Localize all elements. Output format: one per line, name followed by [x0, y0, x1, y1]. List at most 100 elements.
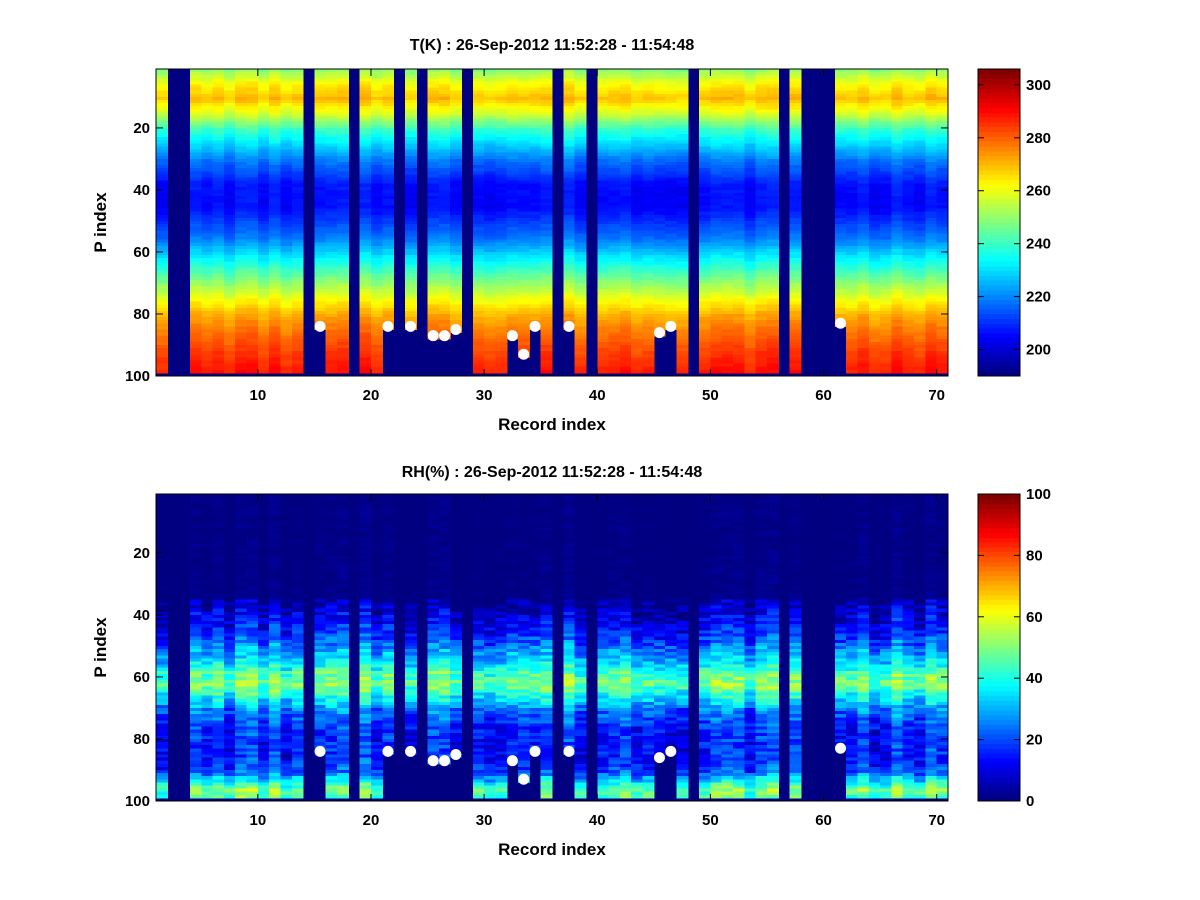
heatmap-cell	[563, 292, 576, 296]
heatmap-cell	[540, 162, 553, 166]
heatmap-cell	[642, 233, 655, 238]
heatmap-cell	[631, 152, 644, 157]
heatmap-cell	[212, 131, 225, 135]
heatmap-cell	[721, 279, 734, 284]
heatmap-cell	[834, 205, 847, 210]
heatmap-cell	[484, 357, 497, 362]
heatmap-cell	[484, 208, 497, 213]
heatmap-cell	[608, 264, 621, 269]
heatmap-cell	[382, 103, 395, 107]
heatmap-cell	[189, 348, 202, 352]
heatmap-cell	[846, 152, 859, 157]
heatmap-cell	[291, 329, 304, 334]
heatmap-cell	[868, 264, 881, 269]
heatmap-cell	[189, 310, 202, 315]
heatmap-cell	[484, 146, 497, 151]
heatmap-cell	[257, 310, 270, 315]
heatmap-cell	[608, 189, 621, 194]
heatmap-cell	[891, 267, 904, 272]
heatmap-cell	[427, 96, 440, 101]
heatmap-cell	[280, 338, 293, 343]
heatmap-cell	[257, 137, 270, 141]
heatmap-cell	[563, 310, 576, 315]
heatmap-cell	[495, 115, 508, 120]
heatmap-cell	[766, 220, 779, 225]
heatmap-cell	[450, 72, 463, 76]
heatmap-cell	[201, 87, 214, 92]
heatmap-cell	[314, 131, 327, 135]
heatmap-cell	[676, 140, 689, 145]
heatmap-cell	[676, 152, 689, 157]
heatmap-cell	[789, 189, 802, 194]
heatmap-cell	[744, 360, 757, 365]
heatmap-cell	[540, 199, 553, 203]
heatmap-cell	[574, 180, 587, 185]
heatmap-cell	[156, 127, 168, 132]
heatmap-cell	[755, 72, 768, 76]
heatmap-cell	[846, 168, 859, 172]
heatmap-cell	[880, 295, 893, 300]
heatmap-cell	[891, 286, 904, 290]
heatmap-cell	[450, 174, 463, 179]
heatmap-cell	[676, 193, 689, 197]
heatmap-cell	[744, 255, 757, 259]
heatmap-cell	[223, 230, 236, 234]
heatmap-cell	[642, 369, 655, 374]
heatmap-cell	[540, 93, 553, 98]
heatmap-cell	[189, 286, 202, 290]
heatmap-cell	[789, 137, 802, 141]
heatmap-cell	[619, 140, 632, 145]
heatmap-cell	[325, 292, 338, 296]
heatmap-cell	[540, 78, 553, 82]
heatmap-cell	[518, 193, 530, 197]
heatmap-cell	[382, 261, 395, 265]
heatmap-cell	[868, 75, 881, 79]
heatmap-cell	[744, 357, 757, 362]
heatmap-cell	[744, 344, 757, 349]
heatmap-cell	[631, 106, 644, 110]
heatmap-cell	[902, 115, 915, 120]
heatmap-cell	[789, 118, 802, 123]
heatmap-cell	[540, 220, 553, 225]
heatmap-cell	[699, 81, 711, 86]
heatmap-cell	[484, 326, 497, 331]
heatmap-cell	[891, 84, 904, 89]
heatmap-cell	[755, 326, 768, 331]
heatmap-cell	[880, 279, 893, 284]
heatmap-cell	[834, 177, 847, 182]
heatmap-cell	[676, 310, 689, 315]
heatmap-cell	[314, 211, 327, 216]
heatmap-cell	[427, 143, 440, 148]
heatmap-cell	[484, 255, 497, 259]
heatmap-cell	[574, 369, 587, 374]
heatmap-cell	[280, 217, 293, 222]
heatmap-cell	[472, 338, 485, 343]
heatmap-cell	[653, 103, 666, 107]
heatmap-cell	[789, 174, 802, 179]
heatmap-cell	[653, 304, 666, 309]
heatmap-cell	[733, 186, 745, 191]
heatmap-cell	[733, 140, 745, 145]
heatmap-cell	[540, 217, 553, 222]
heatmap-cell	[721, 286, 734, 290]
heatmap-cell	[427, 205, 440, 210]
heatmap-cell	[472, 307, 485, 312]
heatmap-cell	[235, 186, 248, 191]
heatmap-cell	[235, 124, 248, 129]
heatmap-cell	[608, 351, 621, 355]
heatmap-cell	[427, 180, 440, 185]
heatmap-cell	[597, 295, 610, 300]
heatmap-cell	[359, 124, 372, 129]
heatmap-cell	[891, 357, 904, 362]
heatmap-cell	[235, 155, 248, 160]
heatmap-cell	[676, 90, 689, 95]
heatmap-cell	[710, 90, 723, 95]
heatmap-cell	[880, 286, 893, 290]
heatmap-cell	[337, 87, 349, 92]
heatmap-cell	[291, 270, 304, 275]
heatmap-cell	[472, 335, 485, 340]
heatmap-cell	[597, 124, 610, 129]
heatmap-cell	[766, 369, 779, 374]
heatmap-cell	[495, 282, 508, 287]
heatmap-cell	[370, 292, 383, 296]
